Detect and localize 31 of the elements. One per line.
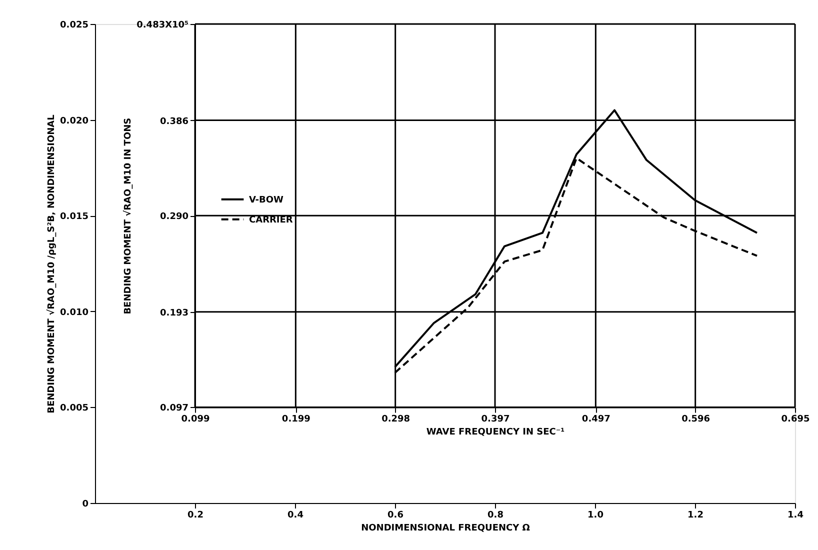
y-tick-label: 0.015	[60, 212, 88, 222]
x2-tick-label: 0.298	[382, 414, 410, 425]
x2-tick-label: 0.497	[582, 414, 610, 425]
y2-tick-label: 0.386	[160, 116, 188, 127]
legend-label: V-BOW	[249, 195, 284, 206]
y-tick-label: 0.020	[60, 116, 88, 126]
x2-tick-label: 0.695	[781, 414, 810, 425]
x-tick-label: 0.4	[288, 510, 304, 520]
x2-tick-label: 0.099	[181, 414, 210, 425]
x-tick-label: 0.8	[488, 510, 504, 520]
x2-tick-label: 0.199	[282, 414, 310, 425]
y-tick-label: 0.025	[60, 20, 88, 30]
y2-tick-label: 0.483X10⁵	[136, 20, 189, 30]
y-tick-label: 0.010	[60, 308, 88, 318]
y2-tick-label: 0.097	[160, 404, 188, 414]
y-axis-title: BENDING MOMENT √RAO_M10 /ρgL_S²B, NONDIMENSIONAL	[46, 114, 58, 414]
x-tick-label: 0.2	[188, 510, 204, 520]
x-tick-label: 1.2	[688, 510, 704, 520]
x-tick-label: 1.0	[588, 510, 604, 520]
y2-axis-title: BENDING MOMENT √RAO_M10 IN TONS	[122, 118, 134, 314]
y-tick-label: 0.005	[60, 404, 88, 414]
legend-label: CARRIER	[249, 215, 293, 226]
x-axis-title: NONDIMENSIONAL FREQUENCY Ω	[361, 524, 530, 534]
y-tick-label: 0	[82, 500, 88, 510]
y2-tick-label: 0.193	[160, 308, 188, 318]
x2-axis-title: WAVE FREQUENCY IN SEC⁻¹	[426, 428, 565, 438]
x2-tick-label: 0.397	[481, 414, 510, 425]
y2-tick-label: 0.290	[160, 212, 188, 222]
x-tick-label: 1.4	[788, 510, 804, 520]
x2-tick-label: 0.596	[682, 414, 710, 425]
x-tick-label: 0.6	[388, 510, 404, 520]
